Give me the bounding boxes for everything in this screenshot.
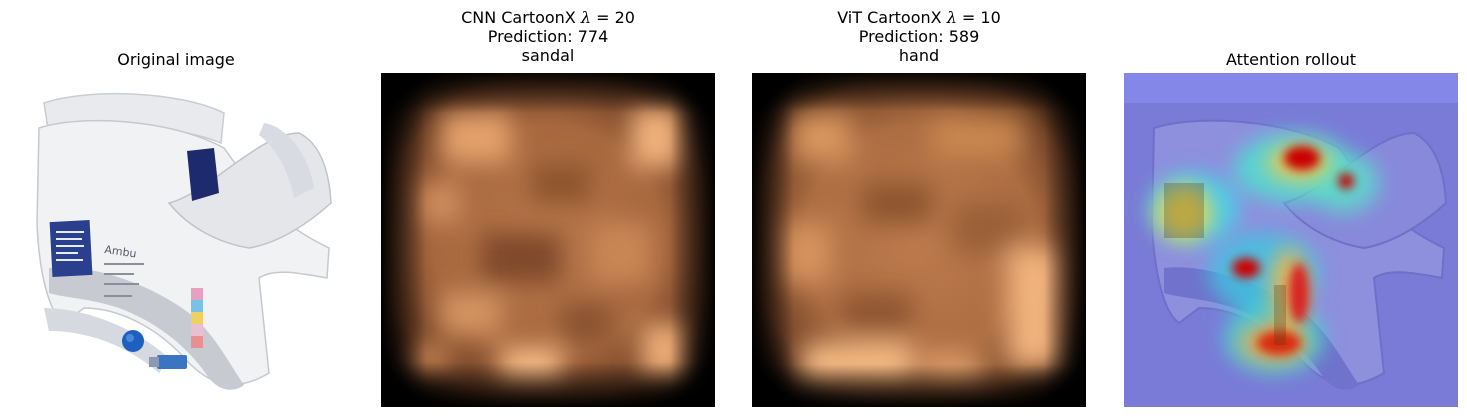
original-image: Ambu [9, 73, 343, 407]
svg-text:Ambu: Ambu [104, 243, 138, 260]
copper-mask-image-icon [752, 73, 1086, 407]
panel-title: CNN CartoonX λ = 20 Prediction: 774 sand… [381, 8, 715, 65]
method-title: CNN CartoonX λ = 20 [461, 8, 635, 27]
class-name: sandal [521, 46, 575, 65]
panel-title: Original image [117, 50, 235, 69]
cnn-cartoonx-mask [381, 73, 715, 407]
neck-collar-photo-icon: Ambu [9, 73, 343, 407]
prediction-label: Prediction: 589 [858, 27, 980, 46]
panel-title: ViT CartoonX λ = 10 Prediction: 589 hand [752, 8, 1086, 65]
panel-original-image: Original image [9, 0, 343, 417]
panel-vit-cartoonx: ViT CartoonX λ = 10 Prediction: 589 hand [752, 0, 1086, 417]
panel-title: Attention rollout [1225, 50, 1357, 69]
attention-rollout-image [1124, 73, 1458, 407]
panel-cnn-cartoonx: CNN CartoonX λ = 20 Prediction: 774 sand… [381, 0, 715, 417]
vit-cartoonx-mask [752, 73, 1086, 407]
prediction-label: Prediction: 774 [487, 27, 609, 46]
panel-attention-rollout: Attention rollout [1124, 0, 1458, 417]
attention-heatmap-icon [1124, 73, 1458, 407]
class-name: hand [898, 46, 940, 65]
method-title: ViT CartoonX λ = 10 [837, 8, 1001, 27]
copper-mask-image-icon [381, 73, 715, 407]
